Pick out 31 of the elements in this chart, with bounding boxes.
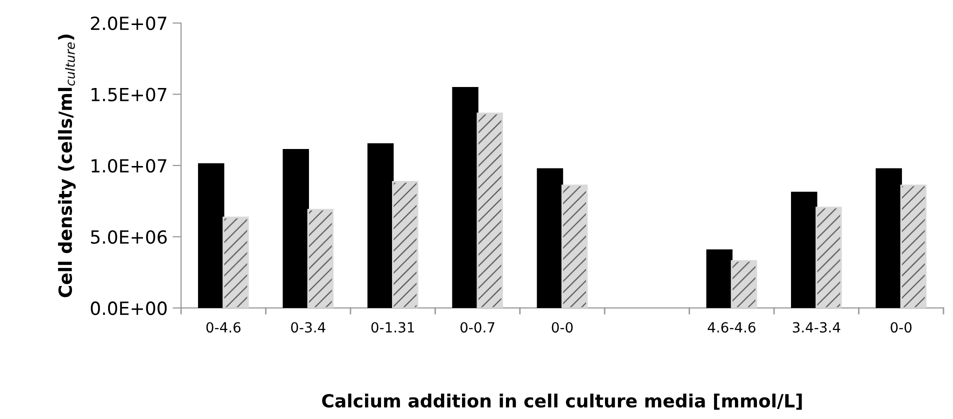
bar — [307, 208, 334, 308]
y-tick-label: 1.0E+07 — [92, 158, 166, 173]
x-tick-label: 0-1.31 — [371, 322, 414, 333]
x-tick-label: 4.6-4.6 — [708, 322, 756, 333]
bar — [730, 260, 758, 308]
bar — [706, 249, 733, 308]
bar — [561, 184, 588, 308]
y-tick-label: 0.0E+00 — [90, 301, 167, 316]
bar — [900, 184, 927, 308]
bar — [198, 163, 224, 308]
bar — [222, 216, 249, 308]
x-tick-label: 0-3.4 — [291, 322, 326, 333]
x-tick-label: 3.4-3.4 — [792, 322, 840, 333]
bar — [791, 192, 818, 308]
bar — [876, 168, 902, 308]
bar — [536, 168, 564, 308]
bar — [392, 181, 418, 308]
bar — [282, 149, 309, 308]
y-tick-label: 2.0E+07 — [90, 16, 166, 30]
bar — [452, 87, 478, 308]
bar — [816, 206, 842, 308]
x-tick-label: 0-0.7 — [460, 322, 494, 333]
bar — [476, 112, 503, 308]
x-tick-label: 0-0 — [890, 322, 912, 333]
x-tick-label: 0-4.6 — [206, 322, 241, 333]
x-axis-title: Calcium addition in cell culture media [mmol/L] — [322, 394, 802, 410]
y-axis-title: Cell density (cells/ml$_{culture}$) — [58, 34, 76, 298]
y-tick-label: 5.0E+06 — [91, 230, 167, 244]
x-tick-label: 0-0 — [552, 322, 573, 333]
y-tick-label: 1.5E+07 — [92, 88, 166, 102]
bar — [367, 143, 394, 308]
